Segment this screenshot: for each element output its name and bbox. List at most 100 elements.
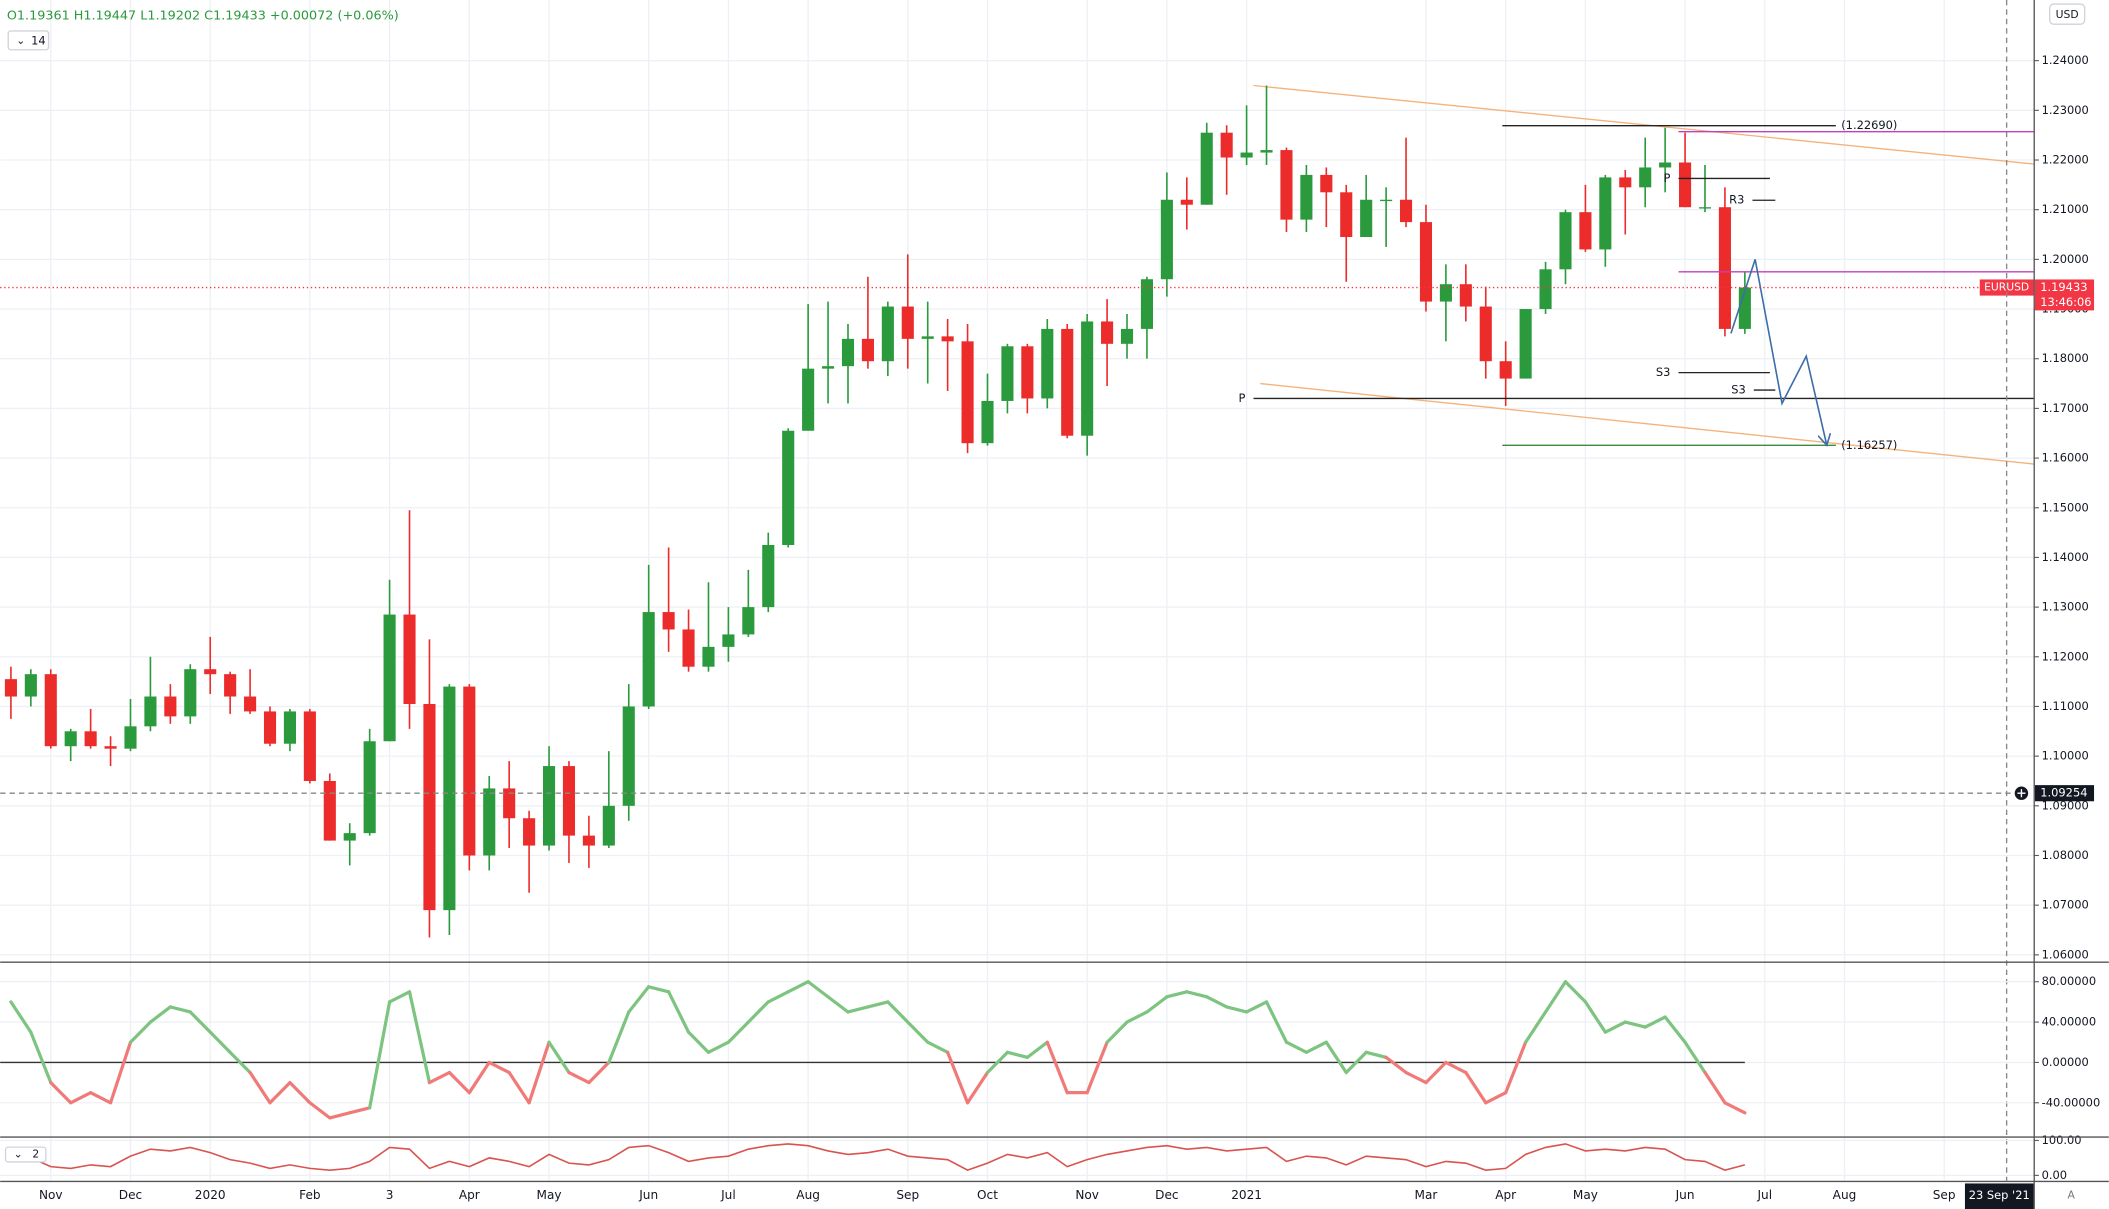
x-tick-label: Sep bbox=[1933, 1188, 1956, 1202]
candle-body bbox=[782, 430, 795, 546]
candle-body bbox=[622, 706, 635, 806]
x-tick-label: 2021 bbox=[1231, 1188, 1262, 1202]
oscillator-segment bbox=[926, 1040, 950, 1054]
oscillator-segment bbox=[886, 1000, 910, 1024]
oscillator-segment bbox=[587, 1060, 611, 1085]
oscillator-segment bbox=[1464, 1070, 1488, 1105]
oscillator-segment bbox=[268, 1080, 292, 1105]
crosshair-add-plus bbox=[2017, 789, 2026, 798]
y-tick-label: 1.06000 bbox=[2042, 947, 2089, 961]
x-tick-label: Mar bbox=[1415, 1188, 1438, 1202]
candle-body bbox=[861, 338, 874, 362]
oscillator-segment bbox=[627, 985, 651, 1014]
candle-body bbox=[1021, 346, 1034, 399]
candle-body bbox=[921, 336, 934, 339]
oscillator-segment bbox=[89, 1091, 113, 1105]
candle-body bbox=[1539, 269, 1552, 310]
candle-body bbox=[1399, 199, 1413, 223]
oscillator-segment bbox=[188, 1010, 212, 1034]
auto-scale[interactable]: A bbox=[2068, 1189, 2076, 1202]
oscillator-segment bbox=[1603, 1020, 1627, 1034]
candle-body bbox=[1599, 177, 1612, 250]
x-tick-label: Aug bbox=[1833, 1188, 1857, 1202]
y-tick-label: 1.09000 bbox=[2042, 798, 2089, 812]
candle-body bbox=[1519, 309, 1532, 379]
candle-body bbox=[283, 711, 296, 744]
oscillator-segment bbox=[248, 1070, 272, 1105]
oscillator-segment bbox=[1125, 1010, 1149, 1024]
y-tick-label: 1.12000 bbox=[2042, 649, 2089, 663]
oscillator-segment bbox=[507, 1070, 531, 1105]
oscillator-segment bbox=[407, 990, 432, 1085]
oscillator-segment bbox=[9, 1000, 33, 1034]
candle-body bbox=[184, 669, 197, 717]
indicator-box[interactable] bbox=[7, 30, 50, 51]
y-tick-label: 40.00000 bbox=[2042, 1015, 2097, 1029]
oscillator-segment bbox=[49, 1080, 73, 1105]
x-tick-label: May bbox=[537, 1188, 562, 1202]
y-tick-label: 1.15000 bbox=[2042, 500, 2089, 514]
candle-body bbox=[523, 818, 536, 846]
y-tick-label: 1.17000 bbox=[2042, 401, 2089, 415]
y-tick-label: 1.11000 bbox=[2042, 699, 2089, 713]
oscillator-segment bbox=[348, 1106, 372, 1115]
candle-body bbox=[1061, 328, 1074, 436]
oscillator-segment bbox=[1444, 1060, 1468, 1075]
oscillator-segment bbox=[29, 1030, 53, 1085]
oscillator-segment bbox=[1304, 1040, 1328, 1054]
candle-body bbox=[682, 629, 695, 667]
level-label: (1.16257) bbox=[1841, 438, 1897, 452]
oscillator-segment bbox=[1324, 1040, 1348, 1075]
oscillator-segment bbox=[866, 1000, 890, 1009]
candle-body bbox=[901, 306, 914, 339]
level-label: R3 bbox=[1729, 193, 1744, 207]
oscillator-segment bbox=[946, 1050, 970, 1105]
x-tick-label: Jul bbox=[1756, 1188, 1772, 1202]
oscillator-segment bbox=[1683, 1040, 1707, 1075]
trend-line bbox=[1253, 84, 2034, 165]
oscillator-segment bbox=[1424, 1060, 1448, 1085]
oscillator-segment bbox=[746, 1000, 770, 1024]
oscillator-segment bbox=[706, 1040, 731, 1054]
oscillator-segment bbox=[1663, 1015, 1687, 1044]
x-tick-label: Feb bbox=[299, 1188, 321, 1202]
candle-body bbox=[204, 669, 217, 675]
candle-body bbox=[383, 614, 396, 742]
candle-body bbox=[642, 612, 655, 707]
oscillator-segment bbox=[686, 1030, 711, 1054]
oscillator-segment bbox=[906, 1020, 930, 1044]
y-tick-label: 1.07000 bbox=[2042, 898, 2089, 912]
y-tick-label: -40.00000 bbox=[2042, 1095, 2101, 1109]
oscillator-segment bbox=[647, 985, 671, 994]
candle-body bbox=[1180, 199, 1193, 205]
y-tick-label: 80.00000 bbox=[2042, 974, 2097, 988]
candle-body bbox=[1101, 321, 1114, 344]
candle-body bbox=[1718, 207, 1731, 329]
candle-body bbox=[503, 788, 516, 819]
oscillator-segment bbox=[1484, 1091, 1508, 1105]
candle-body bbox=[1240, 152, 1253, 158]
candle-body bbox=[1001, 346, 1014, 401]
candle-body bbox=[1140, 279, 1153, 329]
oscillator-segment bbox=[806, 980, 830, 999]
oscillator-segment bbox=[1344, 1050, 1368, 1075]
candle-body bbox=[1160, 199, 1173, 280]
y-tick-label: 1.23000 bbox=[2042, 103, 2089, 117]
y-tick-label: 1.21000 bbox=[2042, 202, 2089, 216]
trend-line bbox=[1260, 382, 2034, 465]
pane-label-box bbox=[4, 1146, 47, 1163]
candle-body bbox=[423, 703, 436, 911]
oscillator-segment bbox=[846, 1005, 870, 1014]
y-tick-label: 0.00 bbox=[2042, 1168, 2067, 1182]
currency-button[interactable] bbox=[2049, 3, 2086, 25]
candle-body bbox=[941, 336, 954, 342]
crosshair-price: 1.09254 bbox=[2040, 786, 2087, 800]
candle-body bbox=[443, 686, 456, 911]
oscillator-segment bbox=[1643, 1015, 1667, 1029]
candle-body bbox=[1280, 150, 1293, 220]
crosshair-price-tag bbox=[2034, 785, 2095, 802]
candle-body bbox=[124, 726, 137, 749]
candle-body bbox=[602, 805, 615, 846]
candle-body bbox=[363, 741, 376, 834]
pane-label-arrow: ⌄ bbox=[14, 1148, 23, 1161]
